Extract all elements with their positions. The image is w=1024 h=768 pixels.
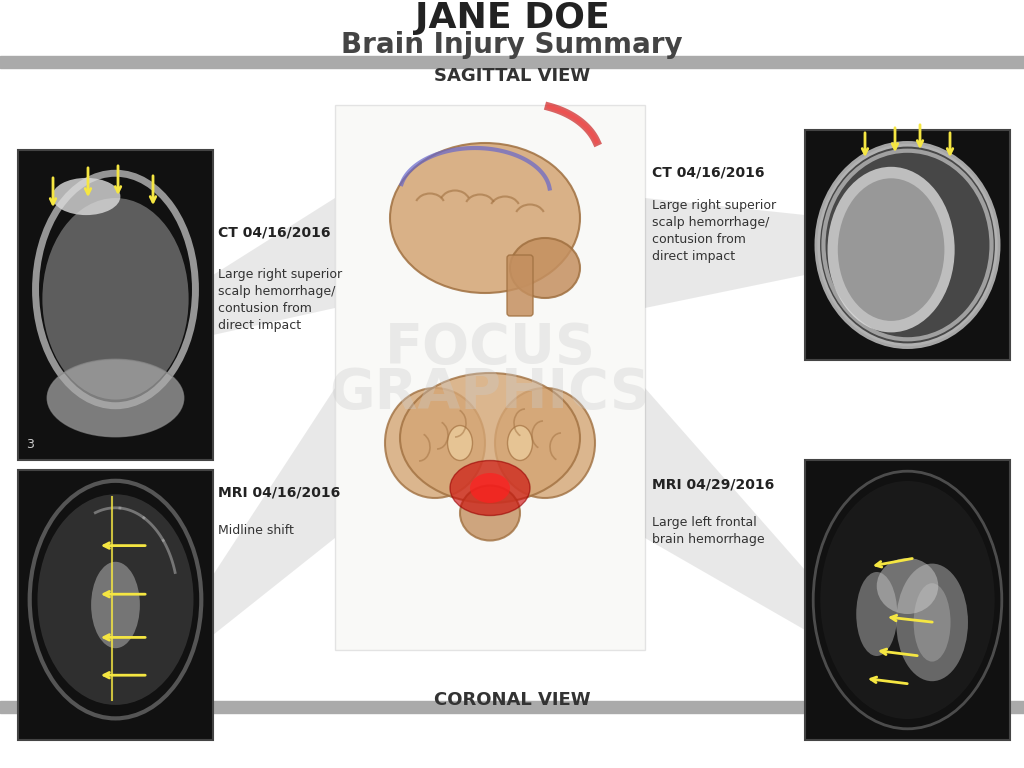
- FancyBboxPatch shape: [335, 105, 645, 650]
- Text: 3: 3: [26, 438, 34, 451]
- Polygon shape: [213, 388, 335, 635]
- Ellipse shape: [510, 238, 580, 298]
- Ellipse shape: [47, 359, 183, 437]
- Ellipse shape: [400, 373, 580, 503]
- Ellipse shape: [495, 388, 595, 498]
- Ellipse shape: [820, 481, 994, 719]
- Text: Brain Injury Summary: Brain Injury Summary: [341, 31, 683, 59]
- Ellipse shape: [827, 167, 954, 333]
- Polygon shape: [645, 388, 805, 630]
- Ellipse shape: [470, 473, 510, 503]
- Ellipse shape: [42, 198, 188, 399]
- Ellipse shape: [447, 425, 472, 461]
- Ellipse shape: [38, 495, 194, 705]
- Ellipse shape: [913, 583, 950, 661]
- Text: MRI 04/29/2016: MRI 04/29/2016: [652, 477, 774, 491]
- Text: CT 04/16/2016: CT 04/16/2016: [652, 165, 765, 179]
- Text: JANE DOE: JANE DOE: [415, 1, 609, 35]
- Ellipse shape: [450, 461, 530, 515]
- Bar: [805, 130, 1010, 360]
- Text: Large right superior
scalp hemorrhage/
contusion from
direct impact: Large right superior scalp hemorrhage/ c…: [652, 199, 776, 263]
- Text: CORONAL VIEW: CORONAL VIEW: [434, 691, 590, 709]
- Polygon shape: [645, 198, 805, 308]
- Bar: [805, 460, 1010, 740]
- Bar: [18, 150, 213, 460]
- Bar: [0, 56, 1024, 68]
- Ellipse shape: [838, 178, 944, 321]
- Text: Large left frontal
brain hemorrhage: Large left frontal brain hemorrhage: [652, 516, 765, 546]
- Text: Midline shift: Midline shift: [218, 524, 294, 537]
- Bar: [18, 470, 213, 740]
- Text: Large right superior
scalp hemorrhage/
contusion from
direct impact: Large right superior scalp hemorrhage/ c…: [218, 268, 342, 332]
- Ellipse shape: [856, 572, 897, 656]
- Text: MRI 04/16/2016: MRI 04/16/2016: [218, 486, 340, 500]
- Bar: [0, 701, 1024, 713]
- Text: FOCUS: FOCUS: [384, 321, 596, 375]
- Text: CT 04/16/2016: CT 04/16/2016: [218, 226, 331, 240]
- Ellipse shape: [91, 562, 140, 648]
- Ellipse shape: [877, 558, 938, 614]
- Polygon shape: [213, 198, 335, 335]
- FancyBboxPatch shape: [507, 255, 534, 316]
- Ellipse shape: [508, 425, 532, 461]
- Ellipse shape: [52, 178, 121, 215]
- Ellipse shape: [896, 564, 968, 681]
- Text: SAGITTAL VIEW: SAGITTAL VIEW: [434, 67, 590, 85]
- Ellipse shape: [390, 143, 580, 293]
- Ellipse shape: [385, 388, 485, 498]
- Text: GRAPHICS: GRAPHICS: [330, 366, 650, 420]
- Ellipse shape: [817, 144, 997, 346]
- Ellipse shape: [460, 485, 520, 541]
